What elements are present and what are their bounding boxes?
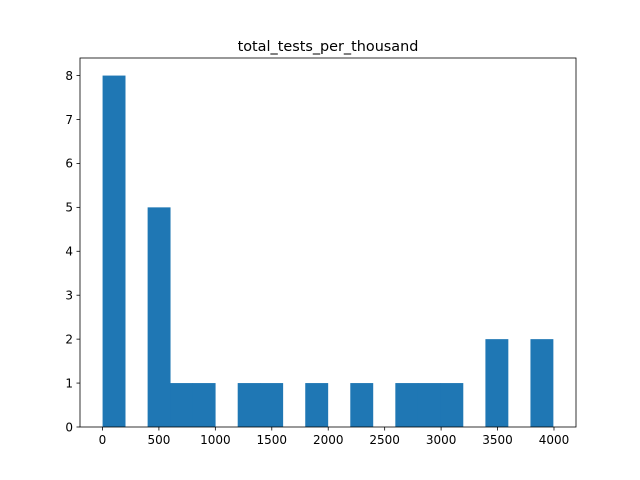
x-tick-label: 1000 xyxy=(200,433,231,447)
x-tick-label: 3500 xyxy=(482,433,513,447)
plot-frame xyxy=(79,57,577,428)
histogram-bar xyxy=(102,75,126,427)
y-tick-label: 4 xyxy=(65,245,73,259)
histogram-bar xyxy=(440,383,464,427)
y-tick-label: 1 xyxy=(65,376,73,390)
histogram-bar xyxy=(305,383,329,427)
histogram-bar xyxy=(237,383,261,427)
y-tick-label: 0 xyxy=(65,420,73,434)
chart-title: total_tests_per_thousand xyxy=(238,39,419,55)
histogram-bar xyxy=(170,383,194,427)
histogram-bar xyxy=(530,339,554,427)
x-tick-label: 3000 xyxy=(426,433,457,447)
histogram-bar xyxy=(350,383,374,427)
y-tick-label: 8 xyxy=(65,69,73,83)
y-tick-label: 6 xyxy=(65,157,73,171)
x-tick-label: 500 xyxy=(147,433,170,447)
y-axis: 0 1 2 3 4 5 6 7 8 xyxy=(65,69,80,434)
x-tick-label: 2500 xyxy=(369,433,400,447)
bars-group xyxy=(102,75,554,427)
histogram-bar xyxy=(395,383,419,427)
x-axis: 0 500 1000 1500 2000 2500 3000 3500 4000 xyxy=(99,427,570,447)
histogram-bar xyxy=(417,383,441,427)
x-tick-label: 2000 xyxy=(313,433,344,447)
y-tick-label: 7 xyxy=(65,113,73,127)
x-tick-label: 1500 xyxy=(257,433,288,447)
y-tick-label: 3 xyxy=(65,289,73,303)
histogram-bar xyxy=(485,339,509,427)
x-tick-label: 4000 xyxy=(539,433,570,447)
histogram-bar xyxy=(147,207,171,427)
histogram-bar xyxy=(260,383,284,427)
x-tick-label: 0 xyxy=(99,433,107,447)
y-tick-label: 5 xyxy=(65,201,73,215)
histogram-bar xyxy=(192,383,216,427)
y-tick-label: 2 xyxy=(65,332,73,346)
